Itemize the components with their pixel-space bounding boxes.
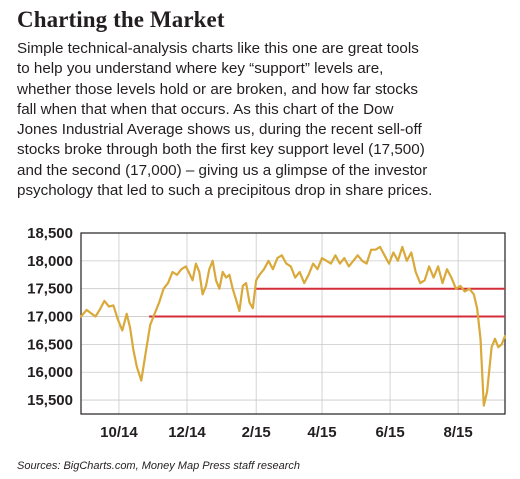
paragraph-line: Simple technical-analysis charts like th… xyxy=(17,40,419,57)
y-tick-label: 16,500 xyxy=(27,336,73,353)
dow-jones-chart: 15,500 16,000 16,500 17,000 17,500 18,000 18,5… xyxy=(27,225,507,441)
paragraph-line: to help you understand where key “suppor… xyxy=(17,60,384,78)
x-tick-label: 10/14 xyxy=(100,424,138,441)
paragraph-line: psychology that led to such a precipitou… xyxy=(17,182,433,200)
price-line xyxy=(79,245,507,407)
y-tick-label: 15,500 xyxy=(27,392,73,409)
x-tick-label: 4/15 xyxy=(307,424,336,441)
article-paragraph: Simple technical-analysis charts like th… xyxy=(17,39,517,201)
paragraph-line: and the second (17,000) – giving us a gl… xyxy=(17,161,428,179)
paragraph-line: Jones Industrial Average shows us, durin… xyxy=(17,121,422,139)
chart-grid xyxy=(81,232,505,414)
plot-frame xyxy=(80,232,506,415)
x-tick-label: 8/15 xyxy=(444,424,473,441)
x-axis: 10/14 12/14 2/15 4/15 6/15 8/15 xyxy=(100,424,473,441)
y-tick-label: 18,500 xyxy=(27,225,73,242)
source-note: Sources: BigCharts.com, Money Map Press … xyxy=(17,460,301,472)
y-axis: 15,500 16,000 16,500 17,000 17,500 18,000 18,5… xyxy=(27,225,73,409)
y-tick-label: 18,000 xyxy=(27,253,73,270)
y-tick-label: 17,500 xyxy=(27,281,73,298)
paragraph-line: fall when that when that occurs. As this… xyxy=(17,100,394,118)
paragraph-line: stocks broke through both the first key … xyxy=(17,141,425,159)
y-tick-label: 17,000 xyxy=(27,309,73,326)
x-tick-label: 6/15 xyxy=(375,424,404,441)
y-tick-label: 16,000 xyxy=(27,364,73,381)
x-tick-label: 12/14 xyxy=(168,424,206,441)
article-heading: Charting the Market xyxy=(17,7,225,32)
x-tick-label: 2/15 xyxy=(242,424,271,441)
paragraph-line: whether those levels hold or are broken,… xyxy=(17,80,419,98)
